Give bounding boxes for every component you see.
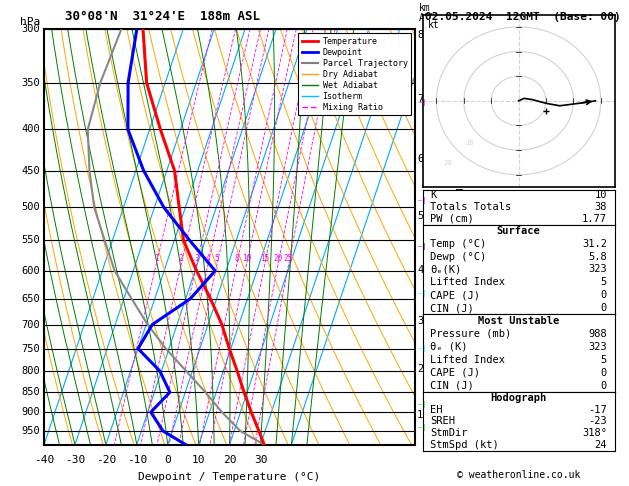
Text: Hodograph: Hodograph — [491, 393, 547, 403]
Text: -10: -10 — [126, 455, 147, 465]
Text: hPa: hPa — [20, 17, 40, 27]
Text: 350: 350 — [21, 78, 40, 88]
Text: Surface: Surface — [497, 226, 540, 236]
Text: 700: 700 — [21, 320, 40, 330]
Text: 10: 10 — [192, 455, 206, 465]
Text: 450: 450 — [21, 166, 40, 175]
Text: 4: 4 — [206, 254, 210, 263]
Text: 2: 2 — [417, 364, 423, 374]
Text: 8: 8 — [235, 254, 239, 263]
Text: StmSpd (kt): StmSpd (kt) — [430, 440, 499, 450]
Text: StmDir: StmDir — [430, 428, 468, 438]
Text: 31.2: 31.2 — [582, 239, 607, 249]
Text: EH: EH — [430, 405, 443, 415]
Text: PW (cm): PW (cm) — [430, 214, 474, 224]
Text: θₑ (K): θₑ (K) — [430, 342, 468, 352]
Text: θₑ(K): θₑ(K) — [430, 264, 462, 275]
Text: 323: 323 — [588, 342, 607, 352]
Text: 900: 900 — [21, 407, 40, 417]
Text: 5.8: 5.8 — [588, 252, 607, 261]
Legend: Temperature, Dewpoint, Parcel Trajectory, Dry Adiabat, Wet Adiabat, Isotherm, Mi: Temperature, Dewpoint, Parcel Trajectory… — [299, 34, 411, 116]
Text: Totals Totals: Totals Totals — [430, 202, 511, 212]
Text: —|: —| — [418, 345, 427, 352]
Text: 1.77: 1.77 — [582, 214, 607, 224]
Text: 8: 8 — [417, 30, 423, 40]
Text: Pressure (mb): Pressure (mb) — [430, 329, 511, 339]
Text: Lifted Index: Lifted Index — [430, 355, 505, 365]
Text: —|: —| — [418, 99, 427, 106]
Text: 10: 10 — [242, 254, 251, 263]
Text: 950: 950 — [21, 426, 40, 436]
Text: —|: —| — [418, 197, 427, 204]
Text: 3: 3 — [194, 254, 199, 263]
Text: 318°: 318° — [582, 428, 607, 438]
Text: 0: 0 — [601, 290, 607, 300]
Text: 750: 750 — [21, 344, 40, 354]
Text: 15: 15 — [260, 254, 269, 263]
Text: 550: 550 — [21, 236, 40, 245]
Text: Most Unstable: Most Unstable — [478, 316, 559, 326]
Text: km
ASL: km ASL — [419, 3, 437, 23]
Text: 3: 3 — [417, 315, 423, 326]
Text: 02.05.2024  12GMT  (Base: 00): 02.05.2024 12GMT (Base: 00) — [425, 12, 620, 22]
Text: —|: —| — [418, 424, 427, 431]
Text: 988: 988 — [588, 329, 607, 339]
Text: 10: 10 — [594, 191, 607, 200]
Text: 850: 850 — [21, 387, 40, 397]
Text: 7: 7 — [417, 94, 423, 104]
Text: Temp (°C): Temp (°C) — [430, 239, 487, 249]
Text: 300: 300 — [21, 24, 40, 34]
Text: CIN (J): CIN (J) — [430, 303, 474, 313]
Text: SREH: SREH — [430, 417, 455, 426]
Text: 400: 400 — [21, 124, 40, 135]
Text: -20: -20 — [96, 455, 116, 465]
Text: 20: 20 — [443, 160, 452, 166]
Text: 0: 0 — [601, 368, 607, 378]
Text: 25: 25 — [284, 254, 293, 263]
Text: 5: 5 — [601, 355, 607, 365]
Text: 5: 5 — [214, 254, 220, 263]
Text: 1: 1 — [153, 254, 159, 263]
Text: -17: -17 — [588, 405, 607, 415]
Text: -23: -23 — [588, 417, 607, 426]
Text: 30°08'N  31°24'E  188m ASL: 30°08'N 31°24'E 188m ASL — [65, 10, 260, 23]
Text: -30: -30 — [65, 455, 85, 465]
Text: 500: 500 — [21, 202, 40, 212]
Text: CIN (J): CIN (J) — [430, 381, 474, 391]
Text: Dewpoint / Temperature (°C): Dewpoint / Temperature (°C) — [138, 472, 321, 482]
Text: Dewp (°C): Dewp (°C) — [430, 252, 487, 261]
Text: —|: —| — [418, 401, 427, 408]
Text: 5: 5 — [417, 211, 423, 221]
Text: 30: 30 — [253, 455, 267, 465]
Text: Lifted Index: Lifted Index — [430, 278, 505, 287]
Text: 323: 323 — [588, 264, 607, 275]
Text: 4: 4 — [417, 265, 423, 275]
Text: 38: 38 — [594, 202, 607, 212]
Text: CAPE (J): CAPE (J) — [430, 368, 481, 378]
Text: 0: 0 — [601, 381, 607, 391]
Text: K: K — [430, 191, 437, 200]
Text: Mixing Ratio (g/kg): Mixing Ratio (g/kg) — [455, 181, 465, 293]
Text: —|: —| — [418, 243, 427, 250]
Text: 10: 10 — [465, 140, 474, 146]
Text: -40: -40 — [34, 455, 54, 465]
Text: 0: 0 — [601, 303, 607, 313]
Text: 5: 5 — [601, 278, 607, 287]
Text: 20: 20 — [274, 254, 282, 263]
Text: 800: 800 — [21, 366, 40, 376]
Text: 6: 6 — [417, 155, 423, 164]
Text: 0: 0 — [164, 455, 171, 465]
Text: © weatheronline.co.uk: © weatheronline.co.uk — [457, 470, 581, 480]
Text: —|: —| — [418, 290, 427, 297]
Text: 20: 20 — [223, 455, 237, 465]
Text: 2: 2 — [179, 254, 184, 263]
Text: 600: 600 — [21, 266, 40, 276]
Text: 24: 24 — [594, 440, 607, 450]
Text: 1: 1 — [417, 410, 423, 420]
Text: 650: 650 — [21, 294, 40, 304]
Text: kt: kt — [428, 19, 440, 30]
Text: CAPE (J): CAPE (J) — [430, 290, 481, 300]
